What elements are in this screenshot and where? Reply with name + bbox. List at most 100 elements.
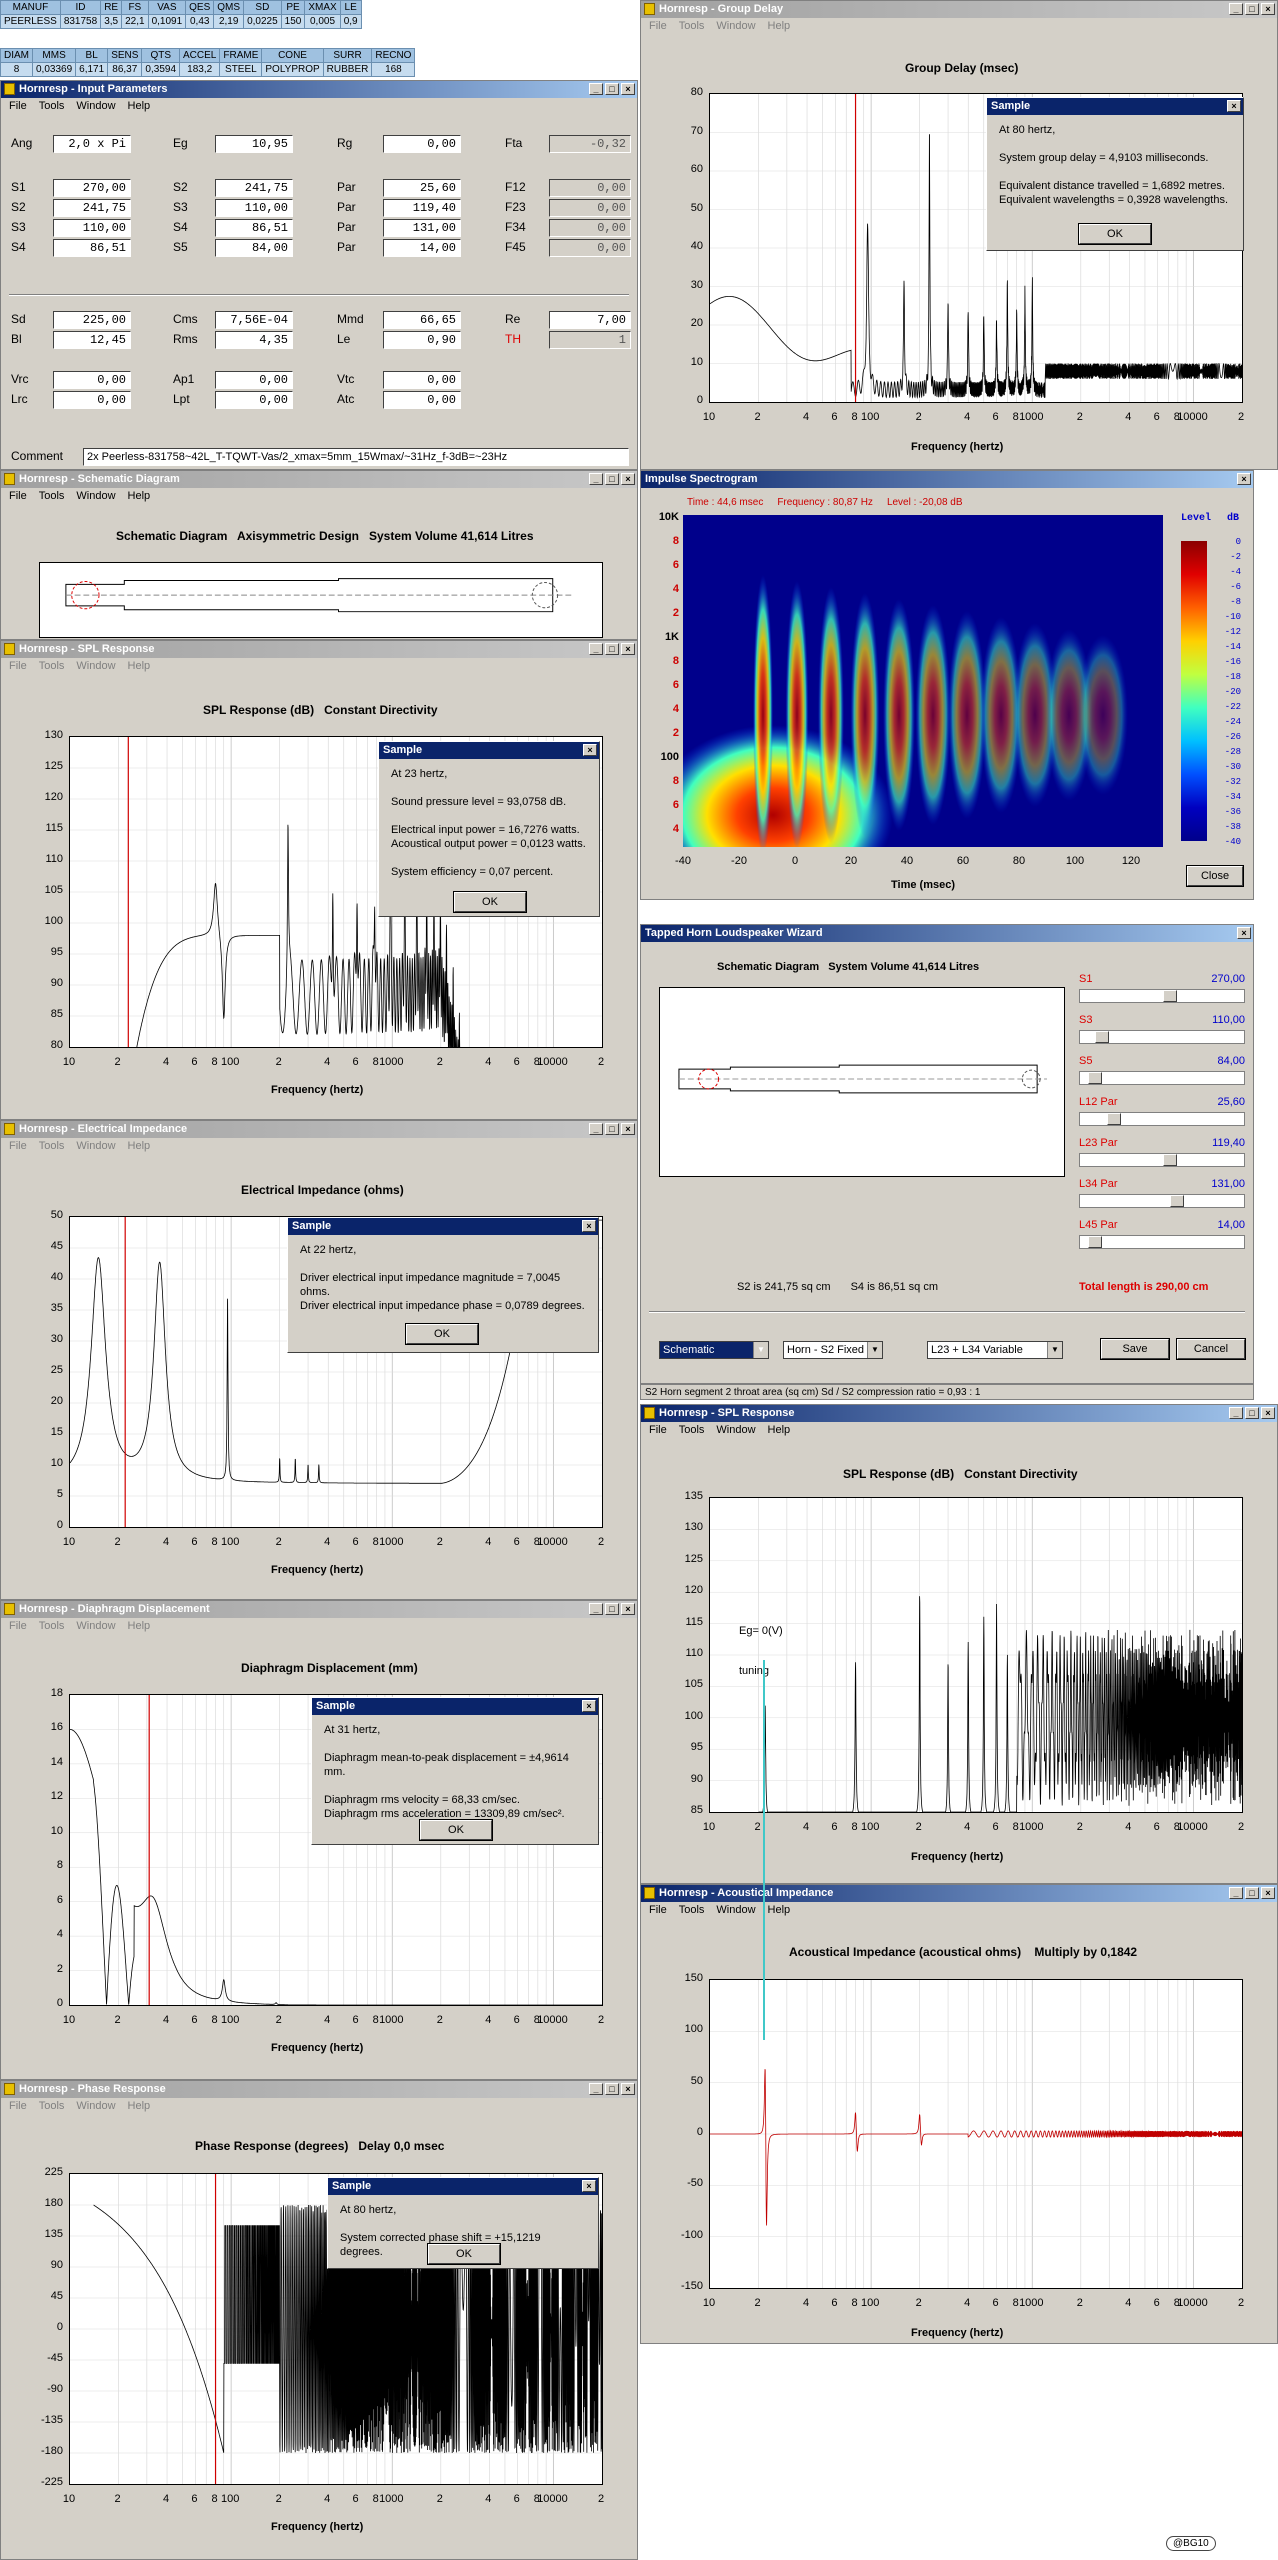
minimize-button[interactable]: _: [1229, 1887, 1243, 1899]
slider-thumb[interactable]: [1162, 990, 1177, 1002]
param-input[interactable]: 110,00: [53, 219, 131, 237]
close-button[interactable]: ×: [1261, 1887, 1275, 1899]
maximize-button[interactable]: □: [605, 2083, 619, 2095]
horn-mode-select[interactable]: Horn - S2 Fixed: [783, 1341, 883, 1359]
close-button[interactable]: Close: [1186, 865, 1244, 887]
minimize-button[interactable]: _: [589, 1123, 603, 1135]
title-bar[interactable]: Hornresp - SPL Response _ □ ×: [641, 1405, 1277, 1422]
cancel-button[interactable]: Cancel: [1176, 1338, 1246, 1360]
close-button[interactable]: ×: [621, 1603, 635, 1615]
minimize-button[interactable]: _: [1229, 3, 1243, 15]
menu-file[interactable]: File: [9, 660, 27, 672]
ok-button[interactable]: OK: [453, 891, 527, 913]
close-button[interactable]: ×: [621, 643, 635, 655]
slider-thumb[interactable]: [1087, 1072, 1102, 1084]
close-button[interactable]: ×: [621, 1123, 635, 1135]
param-input[interactable]: 270,00: [53, 179, 131, 197]
menu-window[interactable]: Window: [76, 660, 116, 672]
slider-track[interactable]: [1079, 989, 1245, 1003]
param-input[interactable]: 66,65: [383, 311, 461, 329]
param-input[interactable]: 0,00: [549, 199, 631, 217]
comment-input[interactable]: 2x Peerless-831758~42L_T-TQWT-Vas/2_xmax…: [83, 448, 629, 466]
menu-window[interactable]: Window: [716, 1904, 756, 1916]
menu-tools[interactable]: Tools: [38, 100, 65, 112]
menu-help[interactable]: Help: [767, 1424, 791, 1436]
close-button[interactable]: ×: [1237, 473, 1251, 485]
title-bar[interactable]: Hornresp - Schematic Diagram _ □ ×: [1, 471, 637, 488]
close-button[interactable]: ×: [621, 83, 635, 95]
maximize-button[interactable]: □: [605, 1123, 619, 1135]
view-select[interactable]: Schematic: [659, 1341, 769, 1359]
title-bar[interactable]: Hornresp - Diaphragm Displacement _ □ ×: [1, 1601, 637, 1618]
maximize-button[interactable]: □: [605, 473, 619, 485]
menu-tools[interactable]: Tools: [678, 20, 705, 32]
close-icon[interactable]: ×: [582, 1220, 596, 1232]
close-button[interactable]: ×: [1261, 1407, 1275, 1419]
menu-file[interactable]: File: [9, 490, 27, 502]
slider-thumb[interactable]: [1087, 1236, 1102, 1248]
menu-file[interactable]: File: [649, 1424, 667, 1436]
menu-file[interactable]: File: [9, 100, 27, 112]
slider-track[interactable]: [1079, 1112, 1245, 1126]
menu-window[interactable]: Window: [76, 1620, 116, 1632]
menu-help[interactable]: Help: [767, 20, 791, 32]
slider-track[interactable]: [1079, 1194, 1245, 1208]
minimize-button[interactable]: _: [1229, 1407, 1243, 1419]
maximize-button[interactable]: □: [605, 83, 619, 95]
menu-window[interactable]: Window: [76, 2100, 116, 2112]
menu-help[interactable]: Help: [127, 2100, 151, 2112]
menu-help[interactable]: Help: [127, 100, 151, 112]
slider-thumb[interactable]: [1170, 1195, 1184, 1207]
menu-tools[interactable]: Tools: [38, 1620, 65, 1632]
title-bar[interactable]: Hornresp - Acoustical Impedance _ □ ×: [641, 1885, 1277, 1902]
close-icon[interactable]: ×: [1227, 100, 1241, 112]
menu-file[interactable]: File: [649, 20, 667, 32]
title-bar[interactable]: Tapped Horn Loudspeaker Wizard ×: [641, 925, 1253, 942]
param-input[interactable]: 86,51: [53, 239, 131, 257]
minimize-button[interactable]: _: [589, 83, 603, 95]
slider-thumb[interactable]: [1162, 1154, 1177, 1166]
maximize-button[interactable]: □: [1245, 3, 1259, 15]
maximize-button[interactable]: □: [605, 1603, 619, 1615]
param-input[interactable]: 241,75: [215, 179, 293, 197]
menu-file[interactable]: File: [9, 2100, 27, 2112]
menu-window[interactable]: Window: [76, 490, 116, 502]
menu-file[interactable]: File: [649, 1904, 667, 1916]
menu-tools[interactable]: Tools: [38, 660, 65, 672]
slider-track[interactable]: [1079, 1153, 1245, 1167]
param-input[interactable]: 225,00: [53, 311, 131, 329]
menu-window[interactable]: Window: [716, 1424, 756, 1436]
param-input[interactable]: 119,40: [383, 199, 461, 217]
title-bar[interactable]: Hornresp - Group Delay _ □ ×: [641, 1, 1277, 18]
minimize-button[interactable]: _: [589, 473, 603, 485]
menu-help[interactable]: Help: [127, 660, 151, 672]
close-button[interactable]: ×: [1261, 3, 1275, 15]
menu-tools[interactable]: Tools: [38, 2100, 65, 2112]
param-input[interactable]: 7,56E-04: [215, 311, 293, 329]
menu-window[interactable]: Window: [76, 100, 116, 112]
slider-track[interactable]: [1079, 1030, 1245, 1044]
menu-help[interactable]: Help: [767, 1904, 791, 1916]
menu-file[interactable]: File: [9, 1140, 27, 1152]
param-input[interactable]: 110,00: [215, 199, 293, 217]
ok-button[interactable]: OK: [405, 1323, 479, 1345]
param-input[interactable]: 4,35: [215, 331, 293, 349]
slider-thumb[interactable]: [1107, 1113, 1121, 1125]
close-icon[interactable]: ×: [583, 744, 597, 756]
close-button[interactable]: ×: [621, 473, 635, 485]
param-input[interactable]: 241,75: [53, 199, 131, 217]
param-input[interactable]: 0,00: [549, 239, 631, 257]
param-input[interactable]: 0,00: [383, 391, 461, 409]
param-input[interactable]: 0,00: [215, 391, 293, 409]
param-input[interactable]: 131,00: [383, 219, 461, 237]
menu-window[interactable]: Window: [76, 1140, 116, 1152]
minimize-button[interactable]: _: [589, 643, 603, 655]
menu-help[interactable]: Help: [127, 1140, 151, 1152]
title-bar[interactable]: Hornresp - Phase Response _ □ ×: [1, 2081, 637, 2098]
slider-track[interactable]: [1079, 1235, 1245, 1249]
param-input[interactable]: 0,90: [383, 331, 461, 349]
close-button[interactable]: ×: [621, 2083, 635, 2095]
param-input[interactable]: 25,60: [383, 179, 461, 197]
param-input[interactable]: 2,0 x Pi: [53, 135, 131, 153]
param-input[interactable]: -0,32: [549, 135, 631, 153]
